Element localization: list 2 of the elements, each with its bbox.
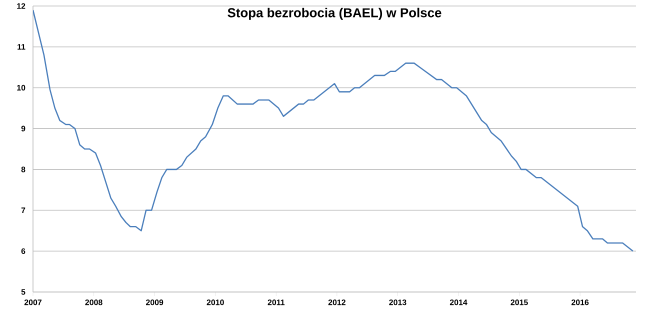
chart-title: Stopa bezrobocia (BAEL) w Polsce: [228, 8, 442, 20]
line-series: [33, 9, 634, 252]
